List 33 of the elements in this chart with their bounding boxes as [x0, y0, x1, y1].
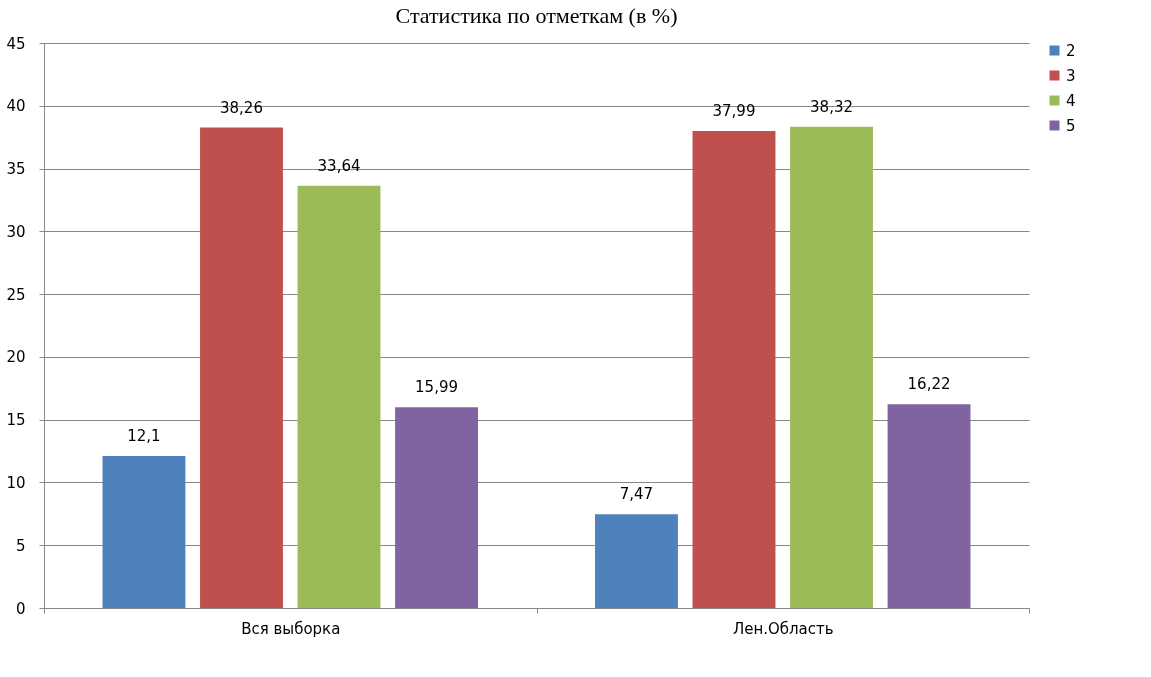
- bar: [102, 456, 186, 608]
- bar: [692, 131, 776, 608]
- data-label: 38,26: [220, 98, 263, 117]
- legend-label: 2: [1066, 41, 1076, 60]
- y-tick-label: 5: [15, 536, 26, 555]
- data-label: 15,99: [415, 378, 459, 397]
- bar: [595, 514, 678, 608]
- bar: [395, 407, 478, 608]
- y-tick-label: 20: [6, 348, 26, 367]
- y-tick-label: 0: [15, 599, 26, 618]
- bar: [790, 126, 873, 608]
- data-label: 12,1: [127, 427, 161, 446]
- data-label: 37,99: [712, 102, 756, 121]
- bar: [887, 404, 971, 608]
- x-tick-label: Вся выборка: [241, 619, 341, 638]
- y-tick-label: 40: [6, 97, 26, 116]
- y-tick-label: 35: [6, 160, 26, 179]
- y-tick-label: 30: [6, 222, 26, 241]
- legend-label: 4: [1066, 91, 1076, 110]
- y-tick-label: 10: [6, 473, 26, 492]
- y-tick-label: 15: [6, 411, 26, 430]
- y-tick-label: 45: [6, 34, 26, 53]
- data-label: 33,64: [317, 156, 361, 175]
- data-label: 16,22: [907, 375, 951, 394]
- legend-label: 3: [1066, 66, 1076, 85]
- bar: [297, 185, 381, 608]
- data-label: 7,47: [619, 485, 654, 504]
- data-label: 38,32: [810, 97, 853, 116]
- legend-label: 5: [1066, 116, 1076, 135]
- y-tick-label: 25: [6, 285, 26, 304]
- bar: [200, 127, 283, 608]
- chart-title: Статистика по отметкам (в %): [395, 3, 678, 28]
- x-tick-label: Лен.Область: [732, 619, 834, 638]
